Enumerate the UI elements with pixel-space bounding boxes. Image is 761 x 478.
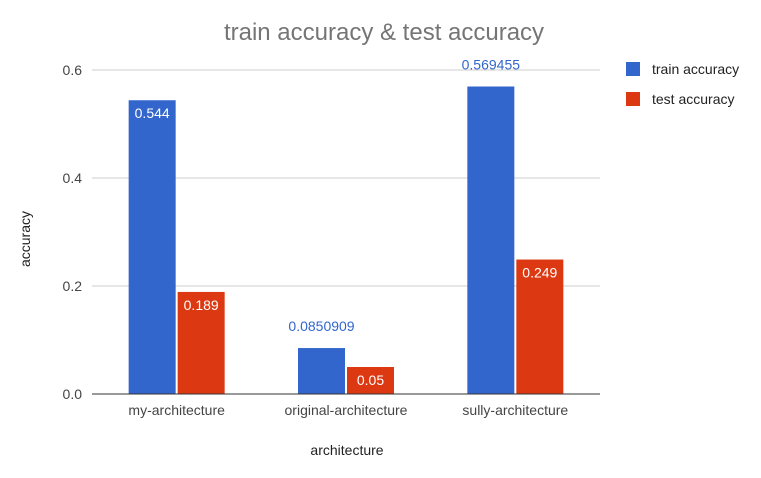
y-axis-label: accuracy	[17, 211, 33, 267]
data-label: 0.569455	[462, 56, 521, 72]
x-tick-label: original-architecture	[285, 402, 408, 418]
x-axis-label: architecture	[310, 442, 383, 458]
data-label: 0.544	[135, 105, 170, 121]
gridlines	[92, 69, 600, 287]
y-tick-label: 0.4	[63, 170, 83, 186]
bar	[467, 86, 515, 395]
data-label: 0.249	[522, 265, 557, 281]
data-label: 0.0850909	[288, 318, 354, 334]
legend-swatch	[626, 62, 640, 76]
legend: train accuracy test accuracy	[626, 61, 739, 107]
y-tick-label: 0.2	[63, 278, 83, 294]
bar	[128, 100, 176, 395]
legend-label: test accuracy	[652, 91, 734, 107]
chart-title: train accuracy & test accuracy	[224, 19, 544, 46]
x-axis-ticks: my-architecture original-architecture sull…	[128, 402, 568, 418]
data-label: 0.05	[357, 372, 384, 388]
legend-swatch	[626, 92, 640, 106]
bar	[177, 291, 225, 394]
y-tick-label: 0.0	[63, 386, 83, 402]
x-tick-label: my-architecture	[128, 402, 225, 418]
bar	[516, 259, 564, 394]
bar	[347, 367, 394, 394]
bar	[298, 348, 345, 394]
data-labels: 0.544 0.189 0.0850909 0.05 0.569455 0.249	[135, 56, 558, 388]
bars	[128, 86, 564, 395]
legend-label: train accuracy	[652, 61, 739, 77]
data-label: 0.189	[184, 297, 219, 313]
x-tick-label: sully-architecture	[462, 402, 568, 418]
y-axis-ticks: 0.0 0.2 0.4 0.6	[63, 62, 83, 402]
y-tick-label: 0.6	[63, 62, 83, 78]
